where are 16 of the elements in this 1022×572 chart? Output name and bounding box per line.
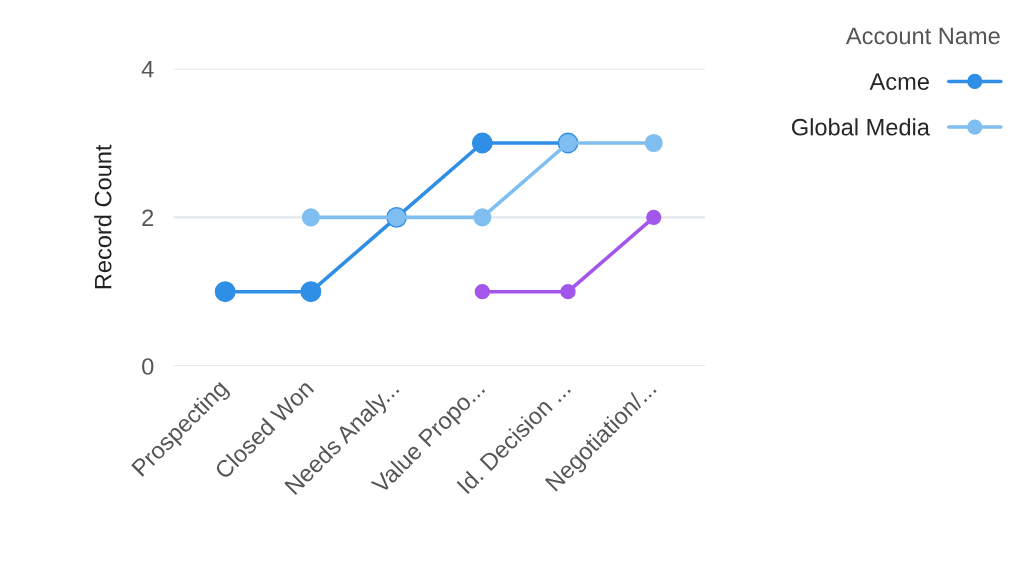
y-tick-label: 2 <box>142 209 154 226</box>
legend-label: Global Media <box>791 118 930 136</box>
point <box>644 133 663 153</box>
point <box>214 281 236 303</box>
point <box>471 132 493 154</box>
point <box>300 281 322 303</box>
y-tick-label: 4 <box>141 60 154 78</box>
y-axis-title: Record Count <box>94 144 112 289</box>
point <box>560 284 576 300</box>
y-tick-label: 0 <box>142 358 154 375</box>
legend-label: Acme <box>869 73 929 90</box>
point <box>301 208 320 227</box>
point <box>474 284 490 300</box>
point <box>473 208 492 227</box>
legend-title: Account Name <box>845 27 1000 45</box>
point <box>646 209 662 225</box>
